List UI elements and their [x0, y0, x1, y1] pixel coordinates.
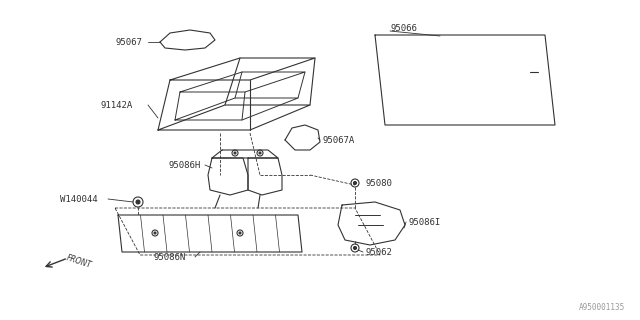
Text: 95067: 95067 — [115, 37, 142, 46]
Text: 95086H: 95086H — [168, 161, 200, 170]
Circle shape — [353, 181, 356, 185]
Text: A950001135: A950001135 — [579, 303, 625, 312]
Text: 95062: 95062 — [365, 247, 392, 257]
Circle shape — [239, 232, 241, 234]
Circle shape — [259, 152, 261, 154]
Text: W140044: W140044 — [60, 195, 98, 204]
Circle shape — [353, 246, 356, 250]
Text: 95066: 95066 — [390, 23, 417, 33]
Circle shape — [234, 152, 236, 154]
Text: FRONT: FRONT — [65, 254, 93, 270]
Text: 95086N: 95086N — [153, 253, 185, 262]
Text: 95086I: 95086I — [408, 218, 440, 227]
Circle shape — [154, 232, 156, 234]
Circle shape — [136, 200, 140, 204]
Text: 95080: 95080 — [365, 179, 392, 188]
Text: 95067A: 95067A — [322, 135, 355, 145]
Text: 91142A: 91142A — [100, 100, 132, 109]
